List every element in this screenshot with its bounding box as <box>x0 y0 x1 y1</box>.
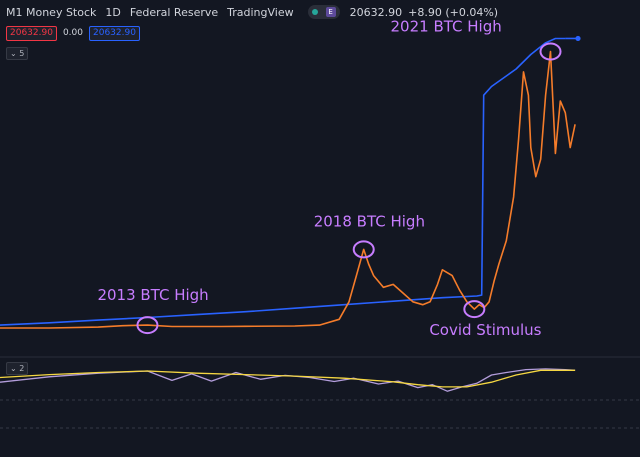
indicator-panel-count: 2 <box>19 364 25 373</box>
last-value: 20632.90 <box>349 5 403 19</box>
annotation-2018-btc-high: 2018 BTC High <box>314 212 425 230</box>
annotation-circle-2013 <box>136 316 159 335</box>
main-panel-tag[interactable]: ⌄ 5 <box>6 47 29 60</box>
value-row: 20632.90 0.00 20632.90 <box>6 25 140 41</box>
indicator-plot <box>0 368 576 392</box>
main-panel-count: 5 <box>19 49 25 58</box>
ask-badge[interactable]: 20632.90 <box>89 25 140 41</box>
symbol-title[interactable]: M1 Money Stock <box>6 5 97 19</box>
interval-label[interactable]: 1D <box>105 5 121 19</box>
market-status-toggle[interactable]: E <box>307 5 340 19</box>
source-label: Federal Reserve <box>129 5 219 19</box>
annotation-covid-stimulus: Covid Stimulus <box>429 321 541 339</box>
bid-badge[interactable]: 20632.90 <box>6 25 57 41</box>
btc-price-line <box>0 50 576 329</box>
main-plot <box>0 35 581 329</box>
indicator-line-a <box>0 368 576 392</box>
m1-last-point[interactable] <box>575 35 581 42</box>
spread-value: 0.00 <box>62 28 83 38</box>
status-dot-icon <box>311 9 318 15</box>
m1-money-stock-line <box>0 37 566 326</box>
annotations: 2013 BTC High 2018 BTC High Covid Stimulus… <box>97 18 562 339</box>
change-value: +8.90 (+0.04%) <box>408 5 499 19</box>
annotation-circle-covid <box>463 300 486 319</box>
toggle-badge: E <box>325 7 336 17</box>
annotation-2021-btc-high: 2021 BTC High <box>391 18 502 36</box>
indicator-panel-tag[interactable]: ⌄ 2 <box>6 362 29 375</box>
chart-header: M1 Money Stock 1D Federal Reserve Tradin… <box>0 0 640 24</box>
annotation-circle-2018 <box>352 240 375 259</box>
annotation-circle-2021 <box>539 42 562 61</box>
indicator-line-b <box>0 369 576 388</box>
platform-label: TradingView <box>227 5 294 19</box>
annotation-2013-btc-high: 2013 BTC High <box>97 286 208 304</box>
